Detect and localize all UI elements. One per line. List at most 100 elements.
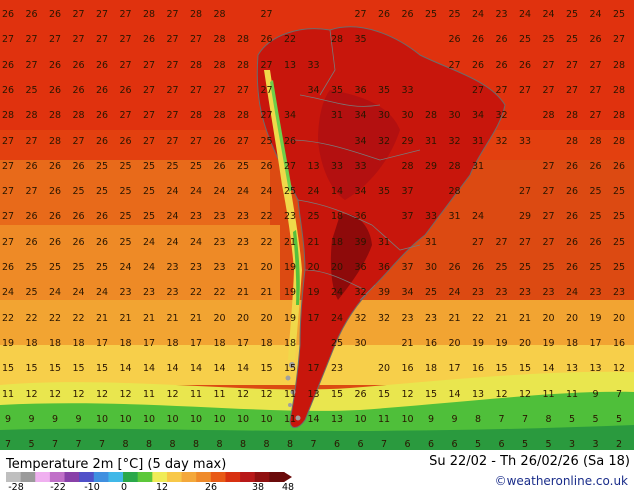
- temperature-value: 26: [95, 84, 109, 96]
- temperature-value: 27: [542, 59, 555, 71]
- temperature-value: 21: [401, 337, 414, 349]
- temperature-value: 26: [283, 135, 297, 147]
- credit-link[interactable]: ©weatheronline.co.uk: [494, 474, 628, 488]
- scale-segment: [254, 472, 270, 482]
- scale-tick-label: 0: [120, 482, 128, 493]
- temperature-value: 26: [589, 160, 602, 172]
- temperature-value: 26: [95, 211, 109, 223]
- temperature-value: 25: [48, 262, 62, 273]
- scale-arrow: [284, 472, 292, 482]
- temperature-value: 27: [142, 84, 156, 96]
- temperature-value: 25: [565, 34, 579, 46]
- temperature-value: 10: [260, 413, 273, 425]
- temperature-value: 34: [354, 135, 367, 147]
- temperature-value: 25: [119, 160, 132, 172]
- temperature-value: 25: [260, 135, 273, 147]
- temperature-value: 36: [354, 211, 367, 223]
- temperature-value: 25: [25, 262, 38, 273]
- temperature-value: 35: [377, 84, 391, 96]
- temperature-value: 21: [307, 236, 320, 248]
- temperature-value: 12: [495, 388, 508, 400]
- temperature-value: 27: [1, 186, 15, 198]
- temperature-value: 12: [72, 388, 85, 400]
- temperature-value: 27: [565, 59, 579, 71]
- temperature-value: 9: [28, 413, 35, 425]
- temperature-value: 23: [189, 211, 203, 223]
- temperature-value: 24: [189, 236, 203, 248]
- temperature-value: 21: [495, 312, 508, 324]
- temperature-value: 10: [189, 413, 203, 425]
- scale-segment: [79, 472, 95, 482]
- scale-segment: [152, 472, 168, 482]
- scale-segment: [181, 472, 197, 482]
- temperature-value: 27: [471, 84, 485, 96]
- temperature-value: 6: [427, 439, 435, 450]
- scale-segment: [108, 472, 124, 482]
- temperature-value: 26: [95, 59, 109, 71]
- temperature-value: 10: [354, 413, 367, 425]
- temperature-value: 24: [260, 186, 273, 198]
- temperature-value: 8: [122, 439, 129, 450]
- temperature-value: 23: [542, 287, 555, 299]
- temperature-value: 20: [330, 262, 344, 273]
- temperature-value: 28: [48, 135, 62, 147]
- temperature-value: 26: [471, 262, 485, 273]
- temperature-value: 36: [354, 262, 367, 273]
- temperature-value: 11: [283, 388, 297, 400]
- temperature-value: 28: [25, 110, 38, 122]
- temperature-value: 27: [25, 59, 38, 71]
- temperature-value: 33: [401, 84, 414, 96]
- temperature-value: 22: [260, 236, 273, 248]
- temperature-value: 26: [565, 262, 579, 273]
- temperature-value: 27: [142, 135, 156, 147]
- temperature-value: 8: [239, 439, 247, 450]
- temperature-value: 15: [48, 363, 62, 375]
- scale-tick-label: 38: [251, 482, 265, 493]
- temperature-value: 10: [236, 413, 250, 425]
- temperature-value: 23: [283, 211, 297, 223]
- temperature-value: 12: [119, 388, 132, 400]
- temperature-value: 14: [189, 363, 203, 375]
- temperature-value: 27: [260, 9, 273, 20]
- temperature-value: 27: [612, 34, 626, 46]
- temperature-value: 25: [424, 287, 438, 299]
- temperature-value: 27: [25, 186, 38, 198]
- temperature-value: 28: [565, 135, 579, 147]
- temperature-value: 31: [471, 135, 485, 147]
- scale-tick-label: -22: [50, 482, 66, 493]
- temperature-value: 25: [236, 160, 250, 172]
- temperature-value: 25: [119, 186, 132, 198]
- temperature-value: 18: [166, 337, 179, 349]
- temperature-value: 12: [166, 388, 179, 400]
- temperature-value: 30: [377, 110, 391, 122]
- temperature-value: 26: [72, 160, 85, 172]
- temperature-value: 19: [307, 287, 320, 299]
- temperature-value: 26: [354, 388, 367, 400]
- temperature-value: 6: [498, 439, 505, 450]
- temperature-value: 21: [95, 312, 109, 324]
- temperature-value: 23: [189, 262, 203, 273]
- temperature-value: 17: [307, 312, 320, 324]
- temperature-value: 13: [307, 160, 320, 172]
- temperature-value: 27: [1, 34, 15, 46]
- temperature-value: 26: [565, 211, 579, 223]
- temperature-value: 5: [521, 439, 529, 450]
- temperature-value: 27: [25, 135, 38, 147]
- scale-segment: [49, 472, 66, 482]
- temperature-value: 26: [1, 9, 15, 20]
- temperature-value: 27: [142, 59, 156, 71]
- temperature-value: 25: [25, 287, 38, 299]
- temperature-value: 32: [495, 135, 508, 147]
- temperature-value: 27: [119, 34, 132, 46]
- temperature-value: 22: [189, 287, 203, 299]
- temperature-value: 27: [589, 110, 602, 122]
- temperature-value: 25: [95, 160, 109, 172]
- temperature-value: 26: [612, 160, 626, 172]
- temperature-value: 26: [401, 9, 414, 20]
- temperature-value: 25: [119, 211, 132, 223]
- temperature-value: 28: [401, 160, 414, 172]
- temperature-value: 25: [518, 262, 532, 273]
- temperature-value: 26: [471, 34, 485, 46]
- temperature-value: 27: [166, 135, 179, 147]
- scale-segment: [35, 472, 51, 482]
